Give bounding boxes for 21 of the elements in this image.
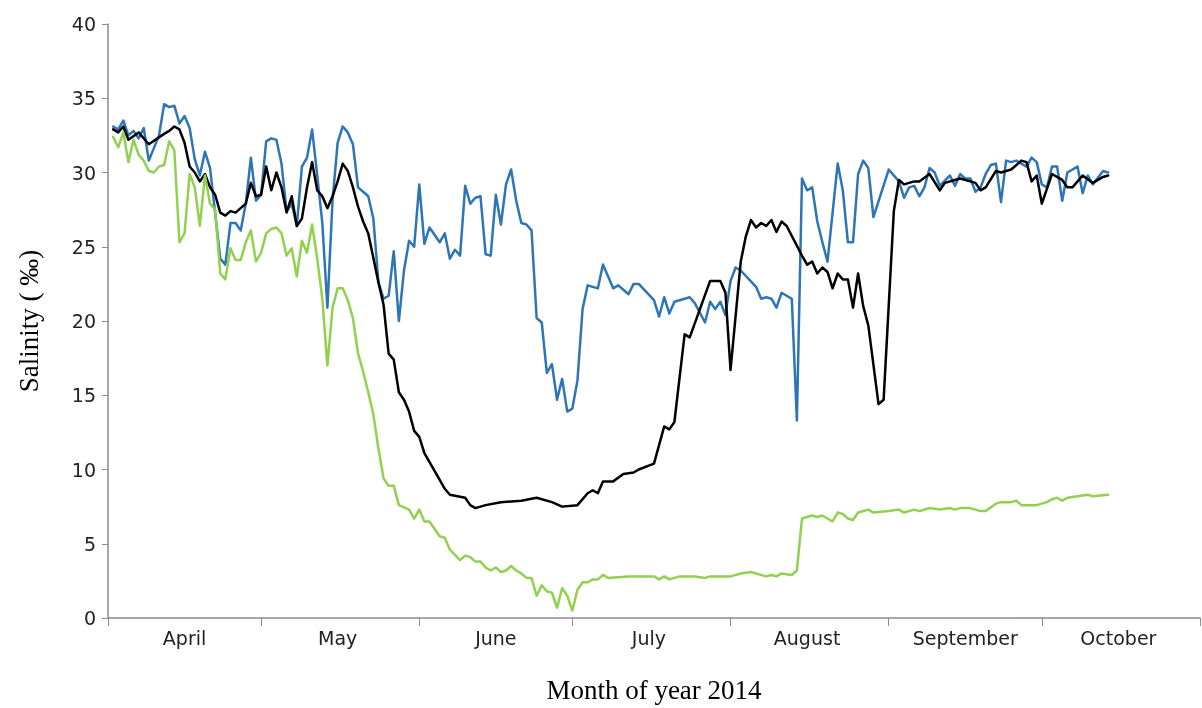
x-tick-label: May (317, 626, 358, 649)
x-tick-label: June (474, 626, 517, 649)
y-tick-label: 15 (71, 384, 96, 407)
y-tick-label: 20 (71, 310, 96, 332)
y-tick-label: 40 (71, 13, 96, 35)
line-series (111, 131, 1110, 612)
x-axis-title: Month of year 2014 (546, 674, 763, 705)
y-axis-title: Salinity ( ‰) (13, 249, 44, 393)
x-tick-label: October (1080, 626, 1157, 649)
y-tick-label: 35 (71, 87, 96, 110)
line-series (111, 125, 1110, 510)
y-tick-label: 25 (71, 235, 96, 258)
line-series (111, 102, 1110, 422)
y-tick-label: 0 (83, 607, 96, 629)
x-tick-label: April (162, 626, 207, 649)
y-tick-label: 5 (83, 532, 96, 555)
x-tick-label: September (912, 626, 1018, 649)
x-tick-label: July (630, 626, 666, 649)
y-tick-label: 30 (71, 161, 96, 184)
y-tick-label: 10 (71, 458, 96, 481)
x-tick-label: August (773, 626, 841, 649)
